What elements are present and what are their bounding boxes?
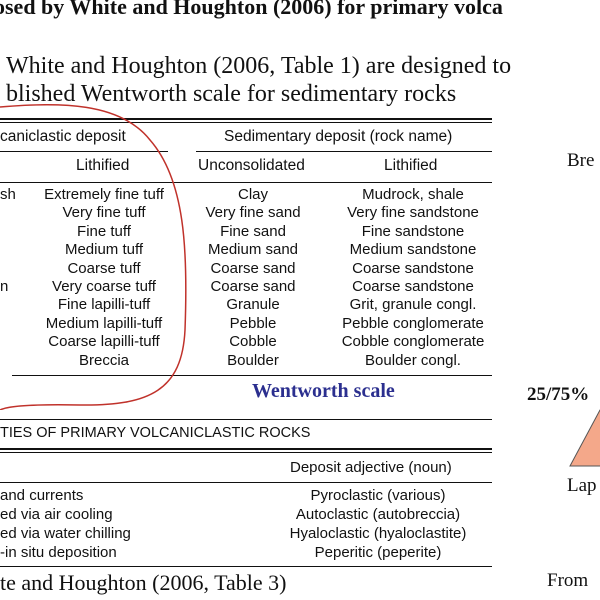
cell-unconsolidated: Very fine sand <box>205 204 301 222</box>
cell-lithified: Grit, granule congl. <box>349 296 477 314</box>
table3-top-rule <box>0 419 492 420</box>
cell-origin: and currents <box>0 487 84 504</box>
side-label-lap: Lap <box>567 475 597 496</box>
cell-deposit-adjective: Peperitic (peperite) <box>314 544 442 561</box>
cell-unconsolidated: Fine sand <box>220 222 286 240</box>
intro-line-2: blished Wentworth scale for sedimentary … <box>6 81 457 107</box>
cell-volcaniclastic-lithified: Medium lapilli-tuff <box>45 314 163 332</box>
triangle-diagram <box>569 409 600 467</box>
cell-deposit-adjective: Pyroclastic (various) <box>310 487 446 504</box>
table1-top-rule <box>0 118 492 120</box>
cell-volcaniclastic-lithified: Breccia <box>78 351 130 369</box>
cell-volcaniclastic-lithified: Medium tuff <box>64 241 144 259</box>
side-label-from: From <box>547 570 589 591</box>
wentworth-scale-label: Wentworth scale <box>252 380 395 402</box>
cell-volcaniclastic-lithified: Fine tuff <box>77 222 131 240</box>
header-underline-left <box>0 151 168 152</box>
cell-unconsolidated-volcaniclastic: sh <box>0 186 16 203</box>
cell-volcaniclastic-lithified: Coarse lapilli-tuff <box>48 333 160 351</box>
cell-unconsolidated: Pebble <box>229 314 277 332</box>
cell-lithified: Medium sandstone <box>349 241 477 259</box>
header-volcaniclastic-deposit: caniclastic deposit <box>0 128 126 145</box>
cell-deposit-adjective: Autoclastic (autobreccia) <box>295 506 461 523</box>
cell-unconsolidated: Coarse sand <box>210 278 296 295</box>
cell-deposit-adjective: Hyaloclastic (hyaloclastite) <box>289 525 467 542</box>
cell-unconsolidated: Boulder <box>227 351 279 369</box>
cell-volcaniclastic-lithified: Very fine tuff <box>62 204 146 222</box>
subheader-lithified-sedimentary: Lithified <box>384 157 438 174</box>
table3-title-rule-2 <box>0 452 492 453</box>
cell-unconsolidated: Medium sand <box>207 241 299 259</box>
cell-lithified: Coarse sandstone <box>352 259 474 277</box>
cell-lithified: Coarse sandstone <box>352 278 474 295</box>
cell-unconsolidated: Granule <box>226 296 280 314</box>
header-deposit-adjective: Deposit adjective (noun) <box>290 459 452 476</box>
cell-lithified: Pebble conglomerate <box>342 314 484 332</box>
cell-volcaniclastic-lithified: Extremely fine tuff <box>44 186 164 203</box>
cell-lithified: Cobble conglomerate <box>341 333 485 351</box>
cell-lithified: Fine sandstone <box>361 222 465 240</box>
annotation-circle <box>0 103 187 410</box>
cell-origin: ed via water chilling <box>0 525 131 542</box>
header-underline-right <box>196 151 492 152</box>
header-sedimentary-deposit: Sedimentary deposit (rock name) <box>224 128 453 145</box>
cell-lithified: Very fine sandstone <box>347 204 479 222</box>
cell-origin: ed via air cooling <box>0 506 113 523</box>
table3-title-rule <box>0 448 492 450</box>
side-label-bre: Bre <box>567 150 595 171</box>
table1-top-rule-2 <box>0 122 492 123</box>
cell-volcaniclastic-lithified: Fine lapilli-tuff <box>57 296 151 314</box>
table3-bottom-rule <box>0 566 492 567</box>
cell-unconsolidated: Cobble <box>229 333 277 351</box>
cell-unconsolidated: Coarse sand <box>210 259 296 277</box>
subheader-unconsolidated: Unconsolidated <box>198 157 305 174</box>
slide-title: osed by White and Houghton (2006) for pr… <box>0 0 503 19</box>
intro-line-1: White and Houghton (2006, Table 1) are d… <box>6 53 512 79</box>
cell-volcaniclastic-lithified: Coarse tuff <box>67 259 141 277</box>
cell-lithified: Boulder congl. <box>365 351 461 369</box>
cell-unconsolidated: Clay <box>237 186 269 203</box>
table3-header-rule <box>0 482 492 483</box>
table3-caption: te and Houghton (2006, Table 3) <box>0 570 287 595</box>
cell-unconsolidated-volcaniclastic: n <box>0 278 9 295</box>
cell-volcaniclastic-lithified: Very coarse tuff <box>52 278 156 295</box>
table1-bottom-rule <box>12 375 492 376</box>
side-label-ratio: 25/75% <box>527 384 590 405</box>
cell-lithified: Mudrock, shale <box>362 186 464 203</box>
table1-header-rule <box>0 182 492 183</box>
subheader-lithified: Lithified <box>76 157 130 174</box>
table3-title: TIES OF PRIMARY VOLCANICLASTIC ROCKS <box>0 425 311 441</box>
cell-origin: -in situ deposition <box>0 544 117 561</box>
